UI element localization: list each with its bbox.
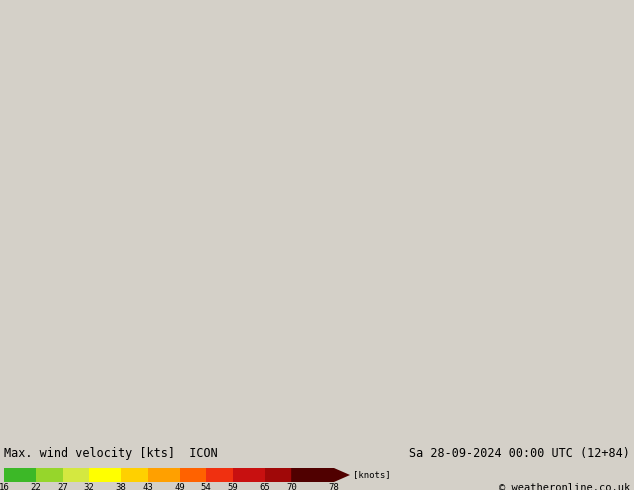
Bar [265, 468, 292, 482]
Text: 32: 32 [84, 483, 94, 490]
Text: 38: 38 [116, 483, 126, 490]
Text: [knots]: [knots] [353, 470, 391, 480]
Text: © weatheronline.co.uk: © weatheronline.co.uk [499, 483, 630, 490]
Text: 43: 43 [143, 483, 153, 490]
Text: 65: 65 [259, 483, 270, 490]
Bar [233, 468, 265, 482]
Text: 22: 22 [30, 483, 41, 490]
Text: 49: 49 [174, 483, 185, 490]
Text: 27: 27 [57, 483, 68, 490]
Bar [63, 468, 89, 482]
Text: 70: 70 [286, 483, 297, 490]
Text: 59: 59 [228, 483, 238, 490]
Text: 16: 16 [0, 483, 10, 490]
Bar [89, 468, 121, 482]
Bar [206, 468, 233, 482]
Bar [121, 468, 148, 482]
Bar [179, 468, 206, 482]
Text: 78: 78 [328, 483, 339, 490]
Bar [148, 468, 179, 482]
Text: Sa 28-09-2024 00:00 UTC (12+84): Sa 28-09-2024 00:00 UTC (12+84) [409, 447, 630, 460]
Text: 54: 54 [201, 483, 212, 490]
Bar [4, 468, 36, 482]
Bar [36, 468, 63, 482]
Bar [292, 468, 334, 482]
Polygon shape [292, 468, 350, 482]
Text: Max. wind velocity [kts]  ICON: Max. wind velocity [kts] ICON [4, 447, 217, 460]
